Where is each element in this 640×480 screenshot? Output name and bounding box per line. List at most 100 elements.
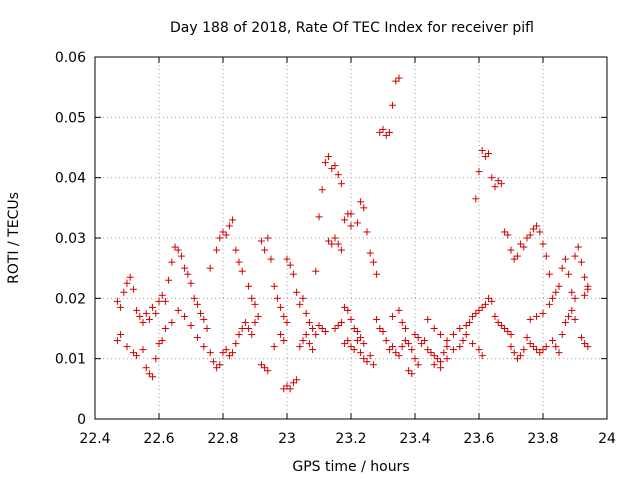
- data-point: [331, 162, 339, 170]
- data-point: [158, 337, 166, 345]
- data-point: [273, 294, 281, 302]
- data-point: [318, 186, 326, 194]
- data-point: [555, 282, 563, 290]
- data-point: [501, 228, 509, 236]
- data-point: [405, 340, 413, 348]
- data-point: [481, 153, 489, 161]
- data-point: [289, 270, 297, 278]
- data-point: [222, 346, 230, 354]
- data-point: [353, 337, 361, 345]
- data-point: [488, 174, 496, 182]
- data-point: [161, 325, 169, 332]
- data-point: [200, 315, 208, 323]
- data-point: [520, 346, 528, 354]
- data-point: [497, 180, 505, 188]
- data-point: [526, 315, 534, 323]
- data-point: [395, 74, 403, 82]
- data-point: [216, 361, 224, 369]
- y-axis-label: ROTI / TECUs: [6, 192, 22, 284]
- data-point: [161, 297, 169, 305]
- data-point: [382, 337, 390, 345]
- data-point: [449, 346, 457, 354]
- data-point: [331, 325, 339, 332]
- data-point: [395, 352, 403, 360]
- data-point: [283, 255, 291, 263]
- data-point: [504, 231, 512, 239]
- y-tick-label: 0.01: [55, 352, 86, 368]
- data-point: [536, 349, 544, 357]
- x-axis-label: GPS time / hours: [292, 459, 409, 475]
- data-point: [545, 270, 553, 278]
- data-points: [113, 74, 592, 393]
- data-point: [539, 309, 547, 317]
- data-point: [344, 306, 352, 314]
- data-point: [248, 294, 256, 302]
- data-point: [337, 246, 345, 254]
- data-point: [581, 291, 589, 299]
- data-point: [376, 325, 384, 332]
- data-point: [341, 340, 349, 348]
- data-point: [331, 234, 339, 242]
- data-point: [325, 153, 333, 161]
- data-point: [494, 177, 502, 185]
- data-point: [363, 228, 371, 236]
- data-point: [510, 349, 518, 357]
- data-point: [213, 246, 221, 254]
- data-point: [117, 331, 125, 339]
- data-point: [245, 282, 253, 290]
- data-point: [545, 300, 553, 308]
- y-tick-label: 0.05: [55, 110, 86, 126]
- data-point: [168, 258, 176, 266]
- data-point: [123, 343, 131, 351]
- data-point: [206, 264, 214, 272]
- data-point: [155, 297, 163, 305]
- data-point: [430, 352, 438, 360]
- data-point: [197, 309, 205, 317]
- data-point: [312, 267, 320, 275]
- data-point: [581, 273, 589, 281]
- data-point: [443, 355, 451, 363]
- data-point: [277, 303, 285, 311]
- data-point: [277, 331, 285, 339]
- data-point: [430, 361, 438, 369]
- data-point: [408, 346, 416, 354]
- data-point: [347, 343, 355, 351]
- data-point: [344, 337, 352, 345]
- data-point: [472, 309, 480, 317]
- data-point: [494, 318, 502, 326]
- data-point: [571, 315, 579, 323]
- data-point: [526, 231, 534, 239]
- data-point: [305, 318, 313, 326]
- data-point: [168, 318, 176, 326]
- data-point: [149, 303, 157, 311]
- data-point: [299, 337, 307, 345]
- data-point: [113, 297, 121, 305]
- data-point: [478, 352, 486, 360]
- data-point: [129, 349, 137, 357]
- data-point: [389, 312, 397, 320]
- data-point: [533, 312, 541, 320]
- data-point: [379, 328, 387, 336]
- data-point: [184, 270, 192, 278]
- data-point: [472, 195, 480, 203]
- data-point: [177, 252, 185, 260]
- data-point: [398, 318, 406, 326]
- data-point: [555, 349, 563, 357]
- data-point: [491, 312, 499, 320]
- data-point: [280, 337, 288, 345]
- data-point: [321, 159, 329, 167]
- data-point: [485, 150, 493, 158]
- data-point: [353, 328, 361, 336]
- data-point: [174, 306, 182, 314]
- data-point: [328, 165, 336, 173]
- data-point: [577, 258, 585, 266]
- data-point: [389, 343, 397, 351]
- data-point: [353, 219, 361, 227]
- data-point: [568, 306, 576, 314]
- data-point: [558, 331, 566, 339]
- data-point: [465, 318, 473, 326]
- data-point: [581, 340, 589, 348]
- data-point: [427, 349, 435, 357]
- data-point: [398, 343, 406, 351]
